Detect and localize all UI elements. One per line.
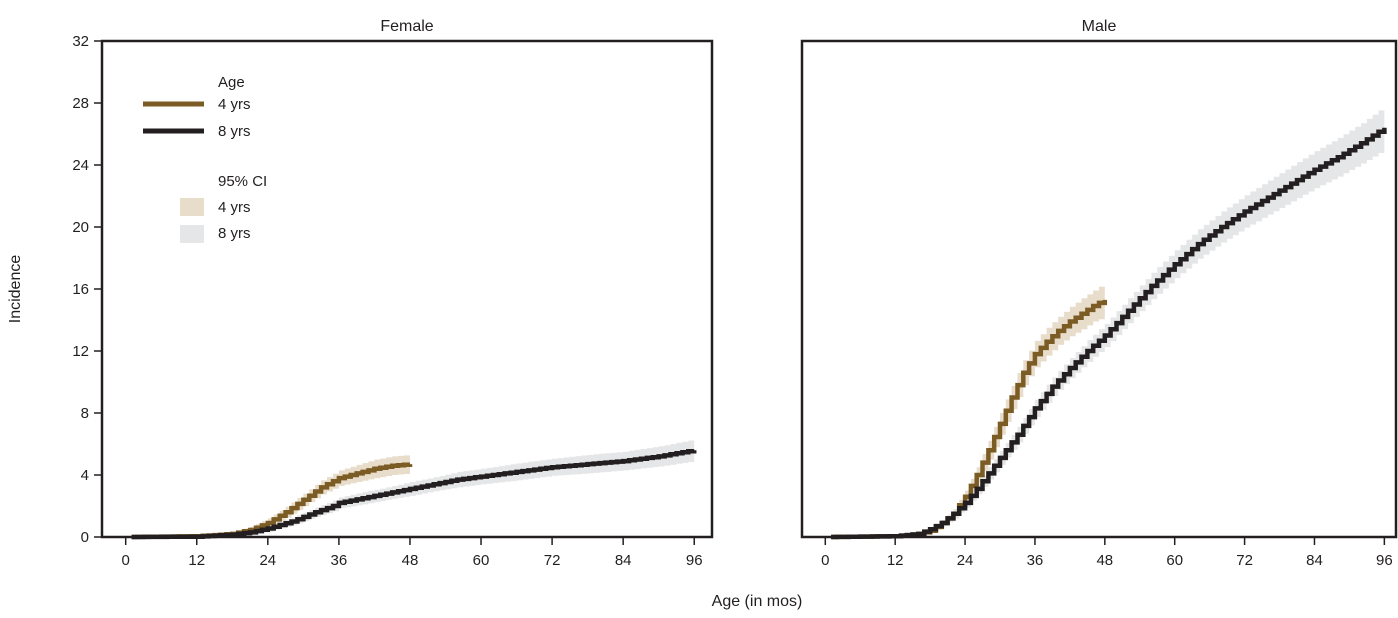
x-tick-label: 72 [544, 552, 561, 569]
y-axis-label: Incidence [7, 255, 24, 324]
legend-ci-swatch-8yrs [180, 225, 204, 243]
x-tick-label: 0 [821, 552, 829, 569]
y-tick-label: 32 [72, 33, 89, 50]
y-tick-label: 12 [72, 343, 89, 360]
y-tick-label: 8 [81, 405, 89, 422]
x-tick-label: 12 [887, 552, 904, 569]
x-tick-label: 60 [1166, 552, 1183, 569]
x-tick-label: 60 [473, 552, 490, 569]
legend-line-title: Age [218, 74, 245, 91]
x-tick-label: 36 [1027, 552, 1044, 569]
panel-title: Female [380, 18, 433, 35]
y-tick-label: 24 [72, 157, 89, 174]
legend: Age 4 yrs 8 yrs 95% CI 4 yrs 8 yrs [143, 74, 267, 243]
x-tick-label: 96 [1376, 552, 1393, 569]
legend-line-label-8yrs: 8 yrs [218, 123, 251, 140]
ci-band-8-yrs [831, 106, 1385, 537]
x-tick-label: 48 [1096, 552, 1113, 569]
x-tick-label: 0 [122, 552, 130, 569]
panel-title: Male [1082, 18, 1117, 35]
legend-ci-label-4yrs: 4 yrs [218, 199, 251, 216]
series-line-8-yrs [831, 127, 1387, 540]
legend-ci-title: 95% CI [218, 173, 267, 190]
ci-band-4-yrs [831, 282, 1105, 537]
x-tick-label: 84 [1306, 552, 1323, 569]
legend-ci-swatch-4yrs [180, 198, 204, 216]
y-tick-label: 4 [81, 467, 89, 484]
x-tick-label: 24 [957, 552, 974, 569]
y-tick-label: 20 [72, 219, 89, 236]
y-tick-label: 16 [72, 281, 89, 298]
x-tick-label: 72 [1236, 552, 1253, 569]
series-line-8-yrs [131, 448, 697, 540]
y-tick-label: 28 [72, 95, 89, 112]
x-tick-label: 24 [259, 552, 276, 569]
legend-line-label-4yrs: 4 yrs [218, 96, 251, 113]
x-tick-label: 48 [402, 552, 419, 569]
legend-ci-label-8yrs: 8 yrs [218, 225, 251, 242]
x-tick-label: 36 [331, 552, 348, 569]
x-tick-label: 12 [188, 552, 205, 569]
x-tick-label: 96 [686, 552, 703, 569]
plot-frame [800, 39, 1398, 539]
y-tick-label: 0 [81, 529, 89, 546]
panel-male: Male 0 12 24 36 48 60 72 84 96 [800, 18, 1398, 569]
x-axis-label: Age (in mos) [712, 593, 803, 610]
ci-band-4-yrs [131, 454, 410, 537]
x-tick-label: 84 [615, 552, 632, 569]
